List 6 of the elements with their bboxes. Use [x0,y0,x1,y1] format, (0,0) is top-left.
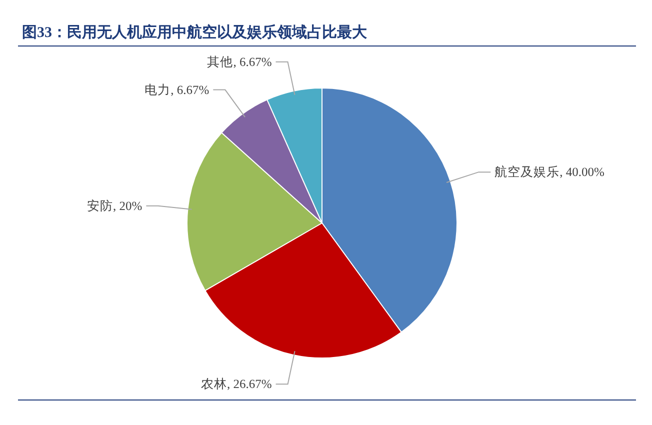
slice-label: 其他, 6.67% [207,54,272,69]
slice-label: 航空及娱乐, 40.00% [494,165,604,180]
slice-label: 电力, 6.67% [144,82,210,97]
chart-title: 图33：民用无人机应用中航空以及娱乐领域占比最大 [22,23,368,41]
slice-label: 安防, 20% [87,198,142,213]
slice-label: 农林, 26.67% [200,377,272,392]
